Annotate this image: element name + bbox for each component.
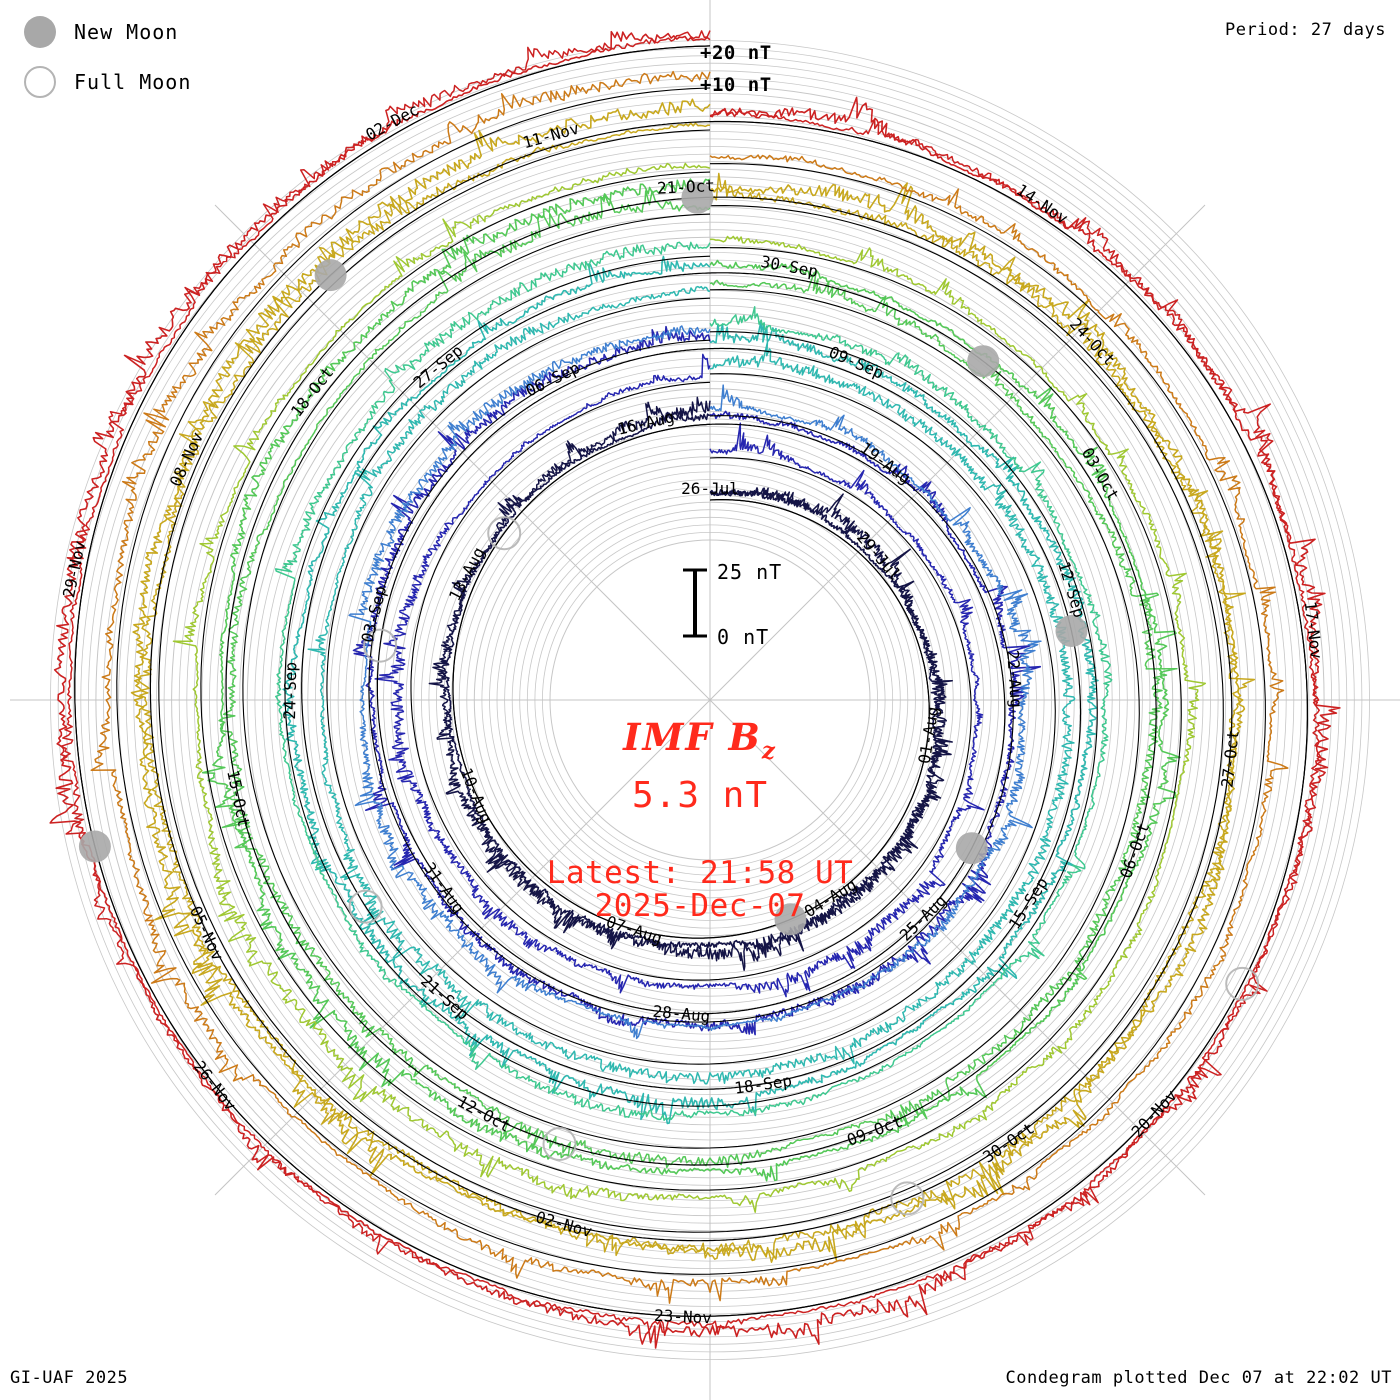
center-title-main: IMF B [623,715,762,759]
new-moon-icon [24,16,56,48]
legend-new-moon-label: New Moon [74,20,179,44]
spiral-date-label: 26-Jul [681,479,739,498]
center-title-subscript: z [761,737,777,765]
legend-full-moon-label: Full Moon [74,70,192,94]
period-label: Period: 27 days [1224,20,1386,40]
spiral-date-label: 24-Sep [280,662,300,720]
spiral-data-traces [49,30,1341,1349]
spiral-date-label: 02-Nov [533,1207,594,1241]
footer-credit-left: GI-UAF 2025 [10,1368,129,1388]
spiral-baselines [74,45,1308,1317]
spiral-date-label: 14-Nov [1013,180,1072,228]
legend-full-moon: Full Moon [24,62,224,102]
center-title: IMF Bz [0,715,1400,764]
center-value: 5.3 nT [631,775,769,816]
moon-phase-markers [78,181,1260,1216]
spiral-date-label: 22-Aug [1003,650,1026,709]
spiral-date-label: 24-Oct [1066,314,1119,369]
center-latest-date: 2025-Dec-07 [594,888,806,924]
footer-credit-right: Condegram plotted Dec 07 at 22:02 UT [1005,1368,1392,1388]
full-moon-icon [24,66,56,98]
radial-label-plus20: +20 nT [700,42,772,64]
scale-bar [683,568,707,638]
spiral-date-label: 02-Dec [362,100,422,144]
scale-bar-bottom-label: 0 nT [717,625,770,649]
center-latest-time: Latest: 21:58 UT [546,855,854,891]
spiral-date-label: 09-Oct [844,1111,905,1149]
spiral-date-label: 23-Nov [654,1306,713,1328]
spiral-date-label: 21-Oct [657,176,716,198]
spiral-date-label: 20-Nov [1128,1086,1181,1141]
spiral-date-label: 29-Nov [59,539,89,599]
legend-new-moon: New Moon [24,12,224,52]
radial-label-plus10: +10 nT [700,74,772,96]
spiral-date-label: 09-Sep [826,342,887,382]
scale-bar-top-label: 25 nT [717,560,783,584]
